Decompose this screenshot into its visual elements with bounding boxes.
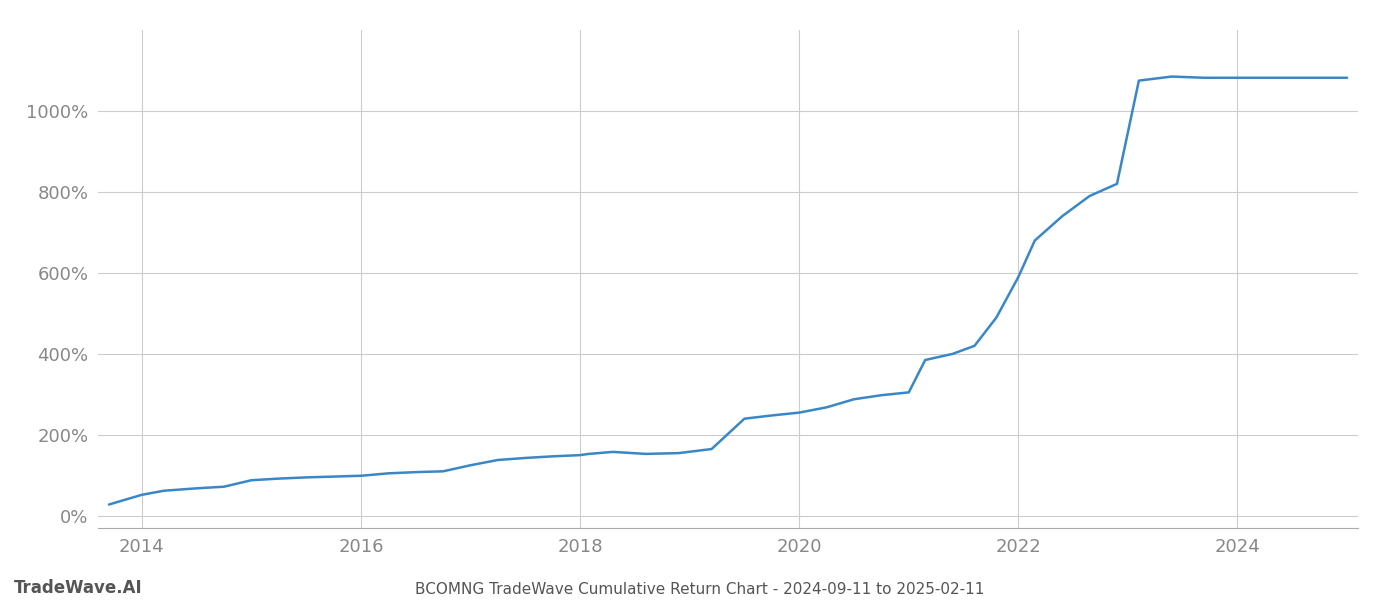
Text: TradeWave.AI: TradeWave.AI [14,579,143,597]
Text: BCOMNG TradeWave Cumulative Return Chart - 2024-09-11 to 2025-02-11: BCOMNG TradeWave Cumulative Return Chart… [416,582,984,597]
